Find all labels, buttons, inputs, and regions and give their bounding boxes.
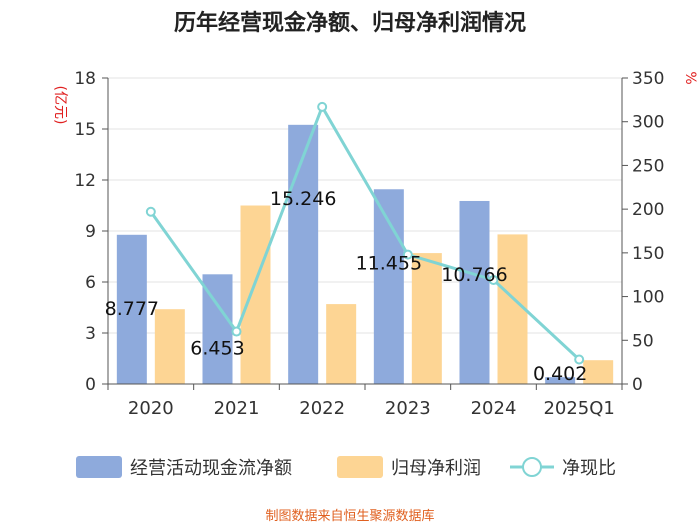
x-tick-label: 2022: [299, 398, 345, 419]
chart-title: 历年经营现金净额、归母净利润情况: [174, 10, 526, 36]
bar-operating-cashflow: [545, 377, 576, 384]
right-tick-label: 50: [632, 331, 654, 351]
x-tick-label: 2025Q1: [543, 398, 614, 419]
bar-operating-cashflow: [459, 200, 490, 384]
bar-net-profit: [154, 309, 185, 384]
right-tick-label: 200: [632, 200, 664, 220]
data-labels: 8.777 6.453 15.246 11.455 10.766 0.402: [105, 188, 588, 385]
source-note: 制图数据来自恒生聚源数据库: [265, 508, 434, 524]
bar-operating-cashflow: [373, 189, 404, 384]
bar-data-label: 8.777: [105, 298, 159, 320]
bar-operating-cashflow: [116, 234, 147, 384]
left-tick-label: 6: [85, 273, 96, 293]
left-axis-unit: (亿元): [52, 86, 68, 125]
right-axis-unit: %: [682, 71, 698, 84]
net-cash-ratio-point: [231, 326, 242, 337]
right-tick-label: 150: [632, 244, 664, 264]
legend-label-net-profit[interactable]: 归母净利润: [391, 458, 481, 479]
legend-label-net-cash-ratio[interactable]: 净现比: [562, 458, 616, 479]
x-tick-label: 2024: [471, 398, 517, 419]
legend-marker-net-cash-ratio[interactable]: [522, 457, 542, 477]
left-tick-label: 12: [74, 171, 96, 191]
right-tick-label: 0: [632, 375, 643, 395]
line-series: [145, 101, 585, 365]
left-tick-label: 18: [74, 69, 96, 89]
bar-net-profit: [583, 360, 614, 384]
net-cash-ratio-point: [402, 249, 413, 260]
net-cash-ratio-point: [145, 206, 156, 217]
bar-net-profit: [240, 205, 271, 384]
net-cash-ratio-point: [574, 354, 585, 365]
net-cash-ratio-point: [488, 274, 499, 285]
left-tick-label: 9: [85, 222, 96, 242]
legend-swatch-operating-cashflow[interactable]: [76, 456, 122, 478]
x-tick-label: 2021: [214, 398, 260, 419]
net-cash-ratio-line: [149, 103, 581, 361]
bar-net-profit: [497, 234, 528, 384]
bar-data-label: 6.453: [190, 337, 244, 359]
bar-net-profit: [411, 253, 442, 384]
x-tick-label: 2023: [385, 398, 431, 419]
right-tick-label: 250: [632, 156, 664, 176]
left-tick-label: 0: [85, 375, 96, 395]
bar-data-label: 0.402: [533, 363, 587, 385]
grid: [108, 77, 622, 334]
right-tick-label: 350: [632, 69, 664, 89]
legend[interactable]: 经营活动现金流净额 归母净利润 净现比: [76, 456, 616, 479]
bar-data-label: 11.455: [356, 252, 422, 274]
legend-swatch-net-profit[interactable]: [337, 456, 383, 478]
bar-operating-cashflow: [288, 124, 319, 385]
left-tick-label: 15: [74, 120, 96, 140]
legend-label-operating-cashflow[interactable]: 经营活动现金流净额: [130, 458, 292, 479]
bars: [116, 124, 614, 385]
bar-data-label: 15.246: [270, 188, 336, 210]
x-tick-label: 2020: [128, 398, 174, 419]
right-tick-label: 100: [632, 288, 664, 308]
right-tick-label: 300: [632, 113, 664, 133]
axes: 0 3 6 9 12 15 18 0 50 100 150 200 250 300 350 (亿元)% 2020…: [52, 69, 698, 419]
bar-net-profit: [326, 304, 357, 384]
left-tick-label: 3: [85, 324, 96, 344]
bar-data-label: 10.766: [441, 264, 507, 286]
net-cash-ratio-point: [317, 101, 328, 112]
